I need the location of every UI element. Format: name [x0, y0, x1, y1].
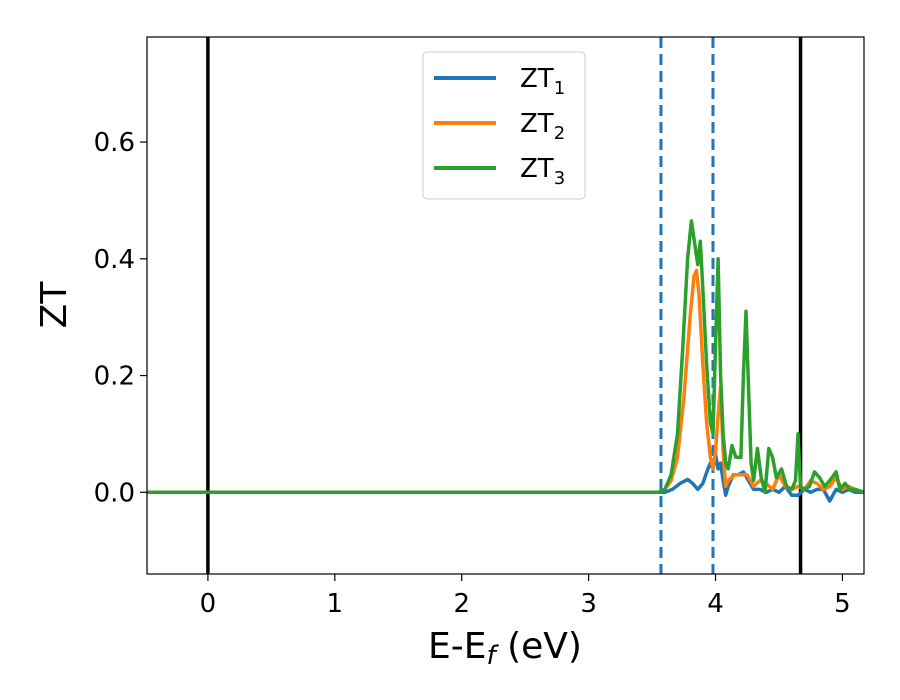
x-tick-label: 0 [200, 589, 217, 619]
legend-label-main: ZT [520, 154, 554, 184]
legend-box [422, 51, 586, 200]
y-tick-label: 0.4 [94, 245, 135, 275]
x-tick-label: 4 [707, 589, 724, 619]
x-tick-label: 1 [327, 589, 344, 619]
legend-label-subscript: 1 [554, 78, 565, 99]
y-axis-title: ZT [34, 281, 75, 329]
reference-lines [206, 37, 803, 574]
series-line-zt2 [147, 268, 864, 495]
legend-label-subscript: 2 [554, 123, 565, 144]
legend-label-zt3: ZT3 [520, 154, 565, 189]
x-tick-label: 3 [580, 589, 597, 619]
x-axis-title: E-Ef (eV) [428, 626, 582, 671]
y-axis-ticks: 0.0 0.2 0.4 0.6 [94, 128, 147, 508]
x-tick-label: 2 [453, 589, 470, 619]
series-lines [147, 219, 864, 503]
x-axis-title-unit: (eV) [496, 626, 582, 667]
x-axis-title-main: E-E [428, 626, 486, 667]
legend-label-main: ZT [520, 64, 554, 94]
x-axis-ticks: 0 1 2 3 4 5 [200, 574, 851, 619]
x-tick-label: 5 [834, 589, 851, 619]
legend-label-zt1: ZT1 [520, 64, 565, 99]
series-line-zt3 [147, 219, 864, 495]
y-tick-label: 0.6 [94, 128, 135, 158]
legend-label-main: ZT [520, 109, 554, 139]
plot-frame [146, 36, 865, 575]
legend-label-zt2: ZT2 [520, 109, 565, 144]
y-tick-label: 0.2 [94, 362, 135, 392]
y-tick-label: 0.0 [94, 478, 135, 508]
legend-label-subscript: 3 [554, 168, 565, 189]
